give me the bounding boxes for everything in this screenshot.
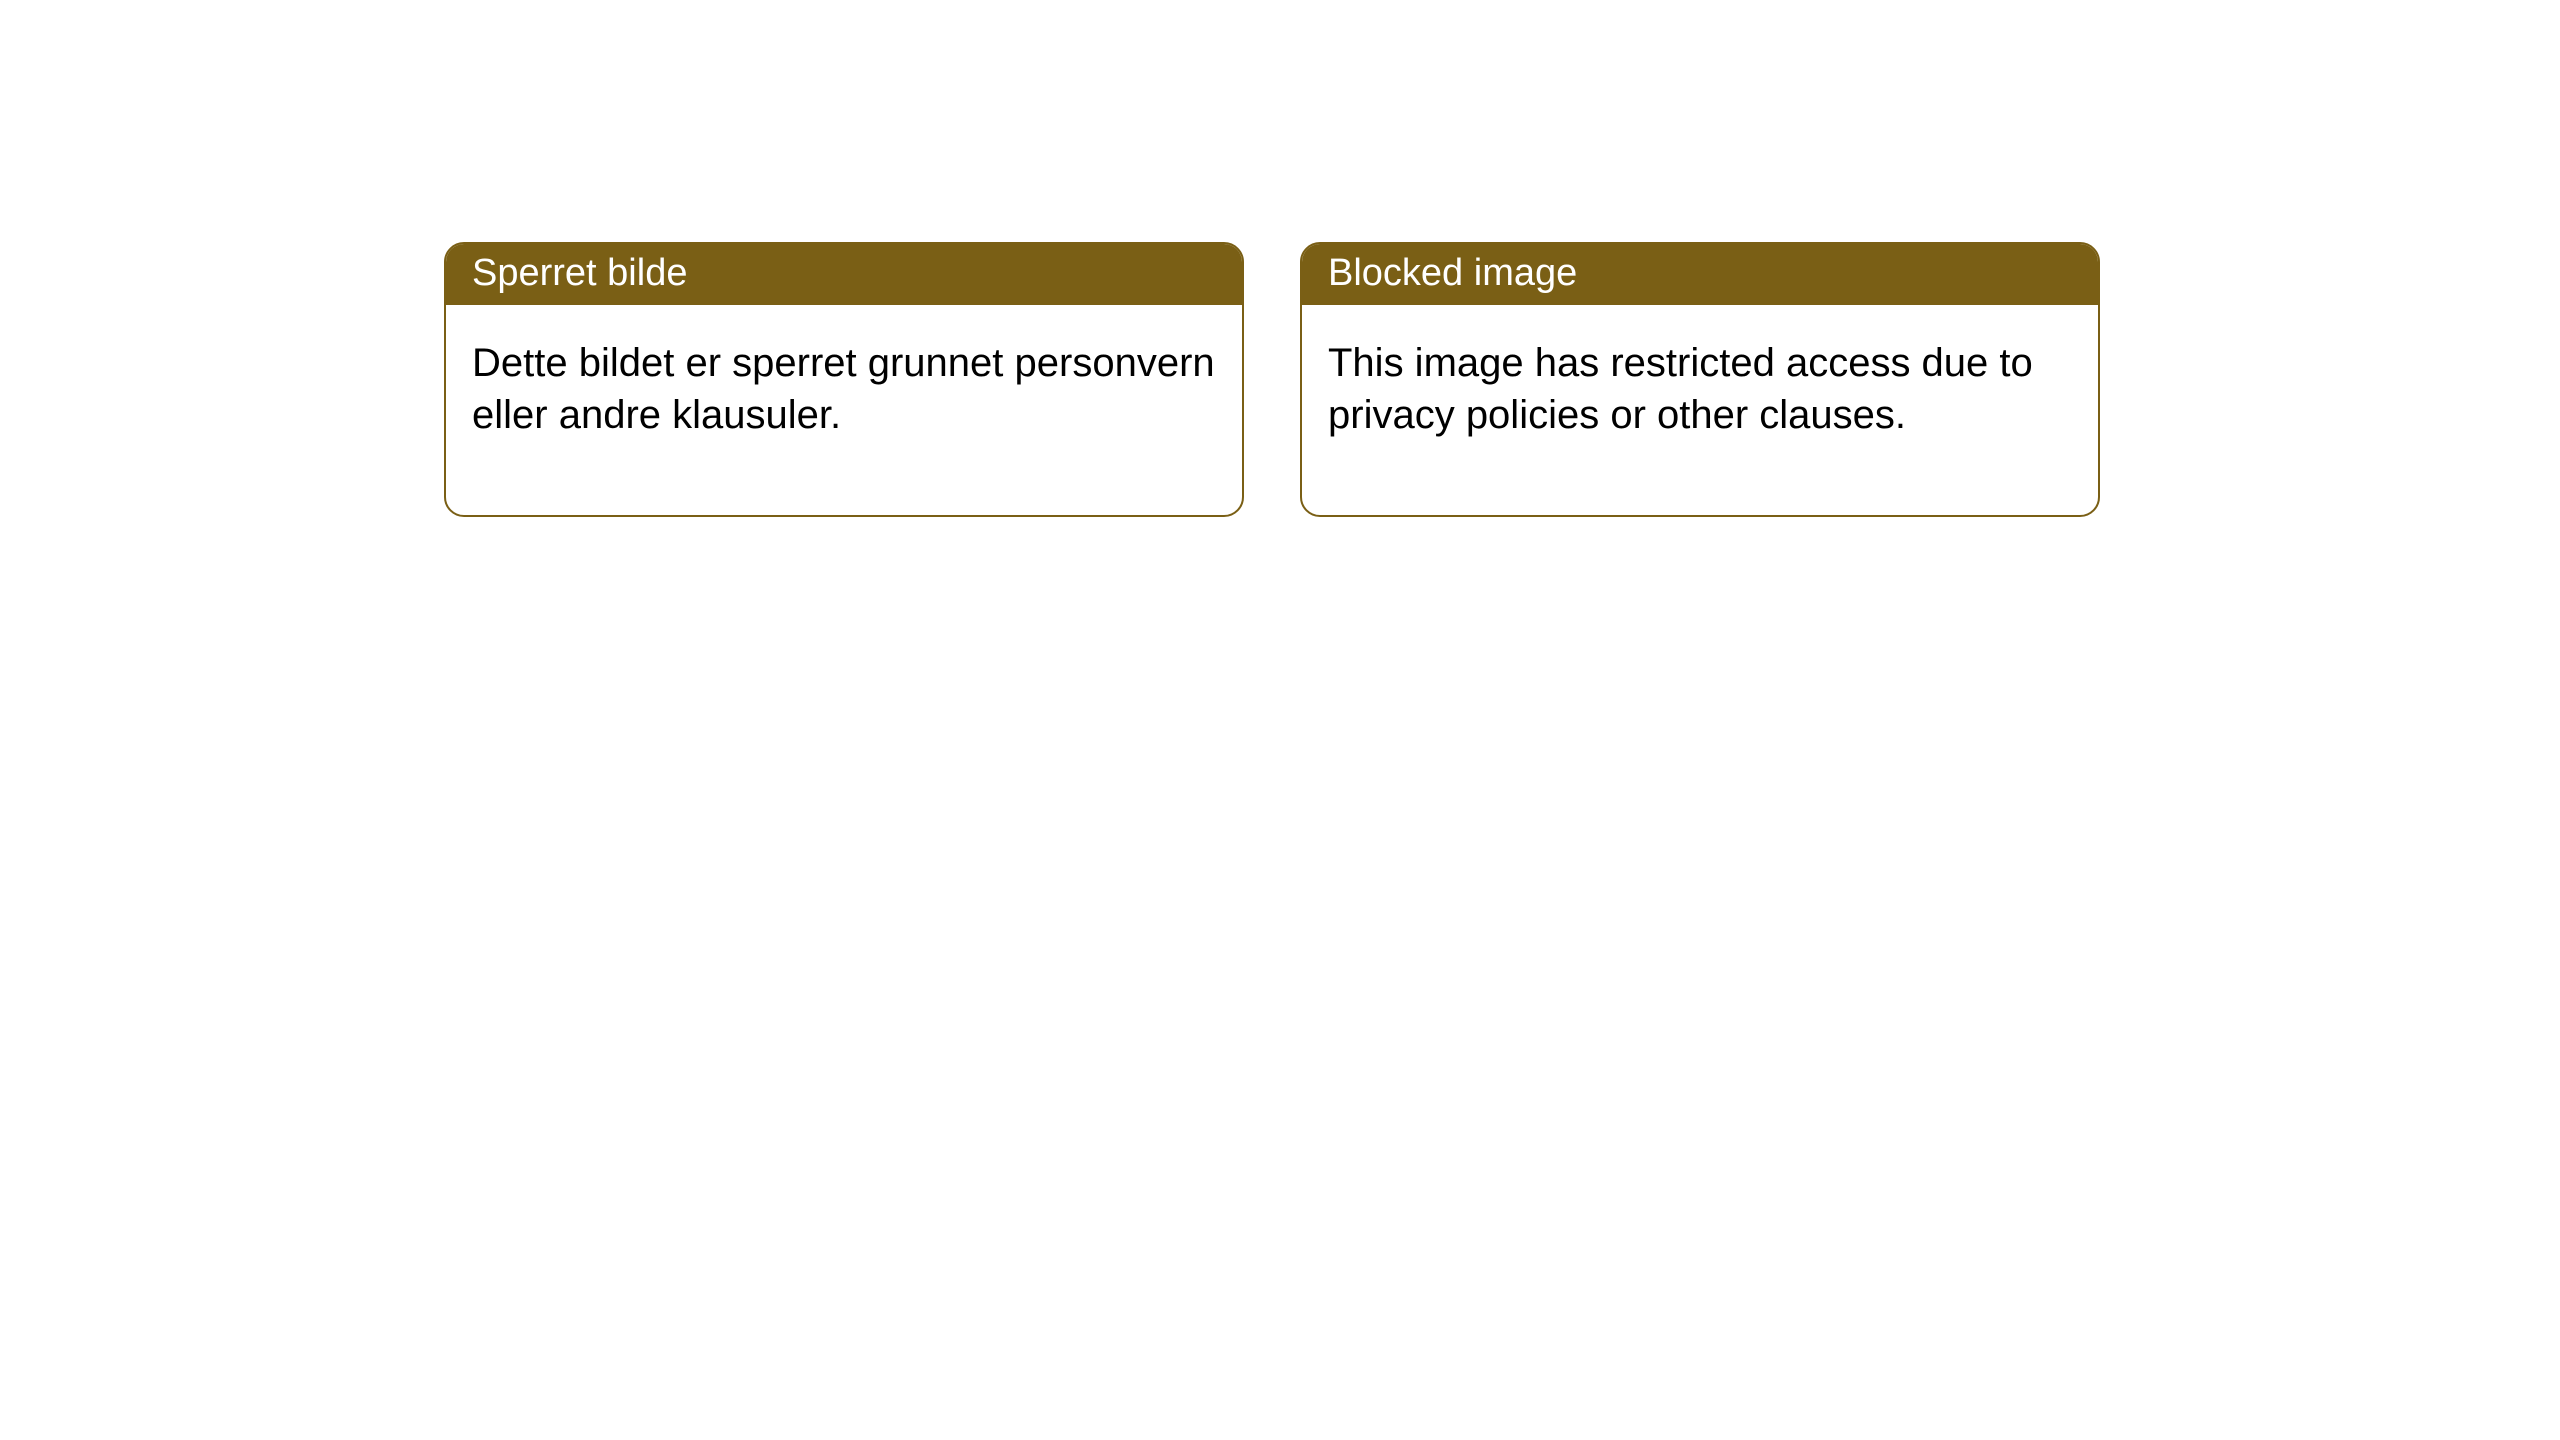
notice-box-norwegian: Sperret bilde Dette bildet er sperret gr… xyxy=(444,242,1244,517)
notice-box-english: Blocked image This image has restricted … xyxy=(1300,242,2100,517)
notice-header-norwegian: Sperret bilde xyxy=(446,244,1242,305)
notice-body-norwegian: Dette bildet er sperret grunnet personve… xyxy=(446,305,1242,515)
notice-body-english: This image has restricted access due to … xyxy=(1302,305,2098,515)
notice-header-english: Blocked image xyxy=(1302,244,2098,305)
notice-container: Sperret bilde Dette bildet er sperret gr… xyxy=(444,242,2100,517)
